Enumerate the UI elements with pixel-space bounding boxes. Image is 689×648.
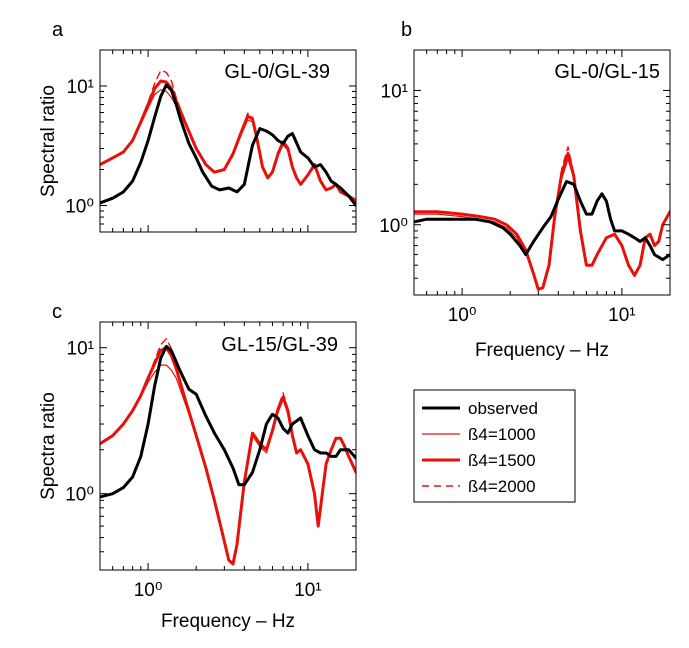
panel-letter-c: c (52, 301, 62, 323)
axis-frame-c (99, 321, 357, 571)
y-tick-label: 10¹ (67, 77, 94, 98)
series-line-b-3 (414, 146, 670, 291)
legend-label: ß4=1500 (468, 451, 536, 470)
series-line-a-1 (100, 89, 356, 202)
panel-letter-b: b (401, 19, 412, 41)
x-tick-label: 10⁰ (134, 580, 163, 601)
x-tick-label: 10¹ (294, 580, 321, 601)
panel-title-a: GL-0/GL-39 (224, 61, 330, 83)
series-line-b-0 (414, 180, 670, 262)
axis-frame-a (99, 49, 357, 233)
panel-letter-a: a (52, 19, 64, 41)
y-tick-label: 10¹ (67, 339, 94, 360)
y-tick-label: 10⁰ (65, 485, 94, 506)
y-tick-label: 10⁰ (65, 196, 94, 217)
x-tick-label: 10⁰ (448, 305, 477, 326)
panel-b: 10⁰ 10¹ 10⁰ 10¹ b GL-0/GL-15 Frequency – Hz (379, 19, 671, 361)
x-axis-label-b: Frequency – Hz (475, 340, 609, 361)
legend-label: ß4=1000 (468, 425, 536, 444)
series-line-a-0 (100, 83, 356, 207)
series-line-b-2 (414, 151, 670, 291)
series-line-c-0 (100, 344, 356, 499)
legend-label: observed (468, 399, 538, 418)
series-line-a-3 (100, 69, 356, 202)
axis-frame-b (413, 49, 671, 296)
y-axis-label-a: Spectral ratio (38, 85, 59, 197)
legend: observed ß4=1000 ß4=1500 ß4=2000 (413, 389, 576, 503)
legend-label: ß4=2000 (468, 477, 536, 496)
y-tick-label: 10⁰ (379, 216, 408, 237)
panel-a: 10⁰ 10¹ a GL-0/GL-39 Spectral ratio (38, 19, 357, 233)
series-line-a-2 (100, 79, 356, 202)
y-axis-label-c: Spectra ratio (38, 392, 59, 500)
x-tick-label: 10¹ (608, 305, 635, 326)
panel-title-c: GL-15/GL-39 (221, 334, 338, 356)
y-tick-label: 10¹ (381, 81, 408, 102)
series-line-c-3 (100, 338, 356, 565)
x-axis-label-c: Frequency – Hz (161, 611, 295, 632)
panel-title-b: GL-0/GL-15 (554, 61, 660, 83)
